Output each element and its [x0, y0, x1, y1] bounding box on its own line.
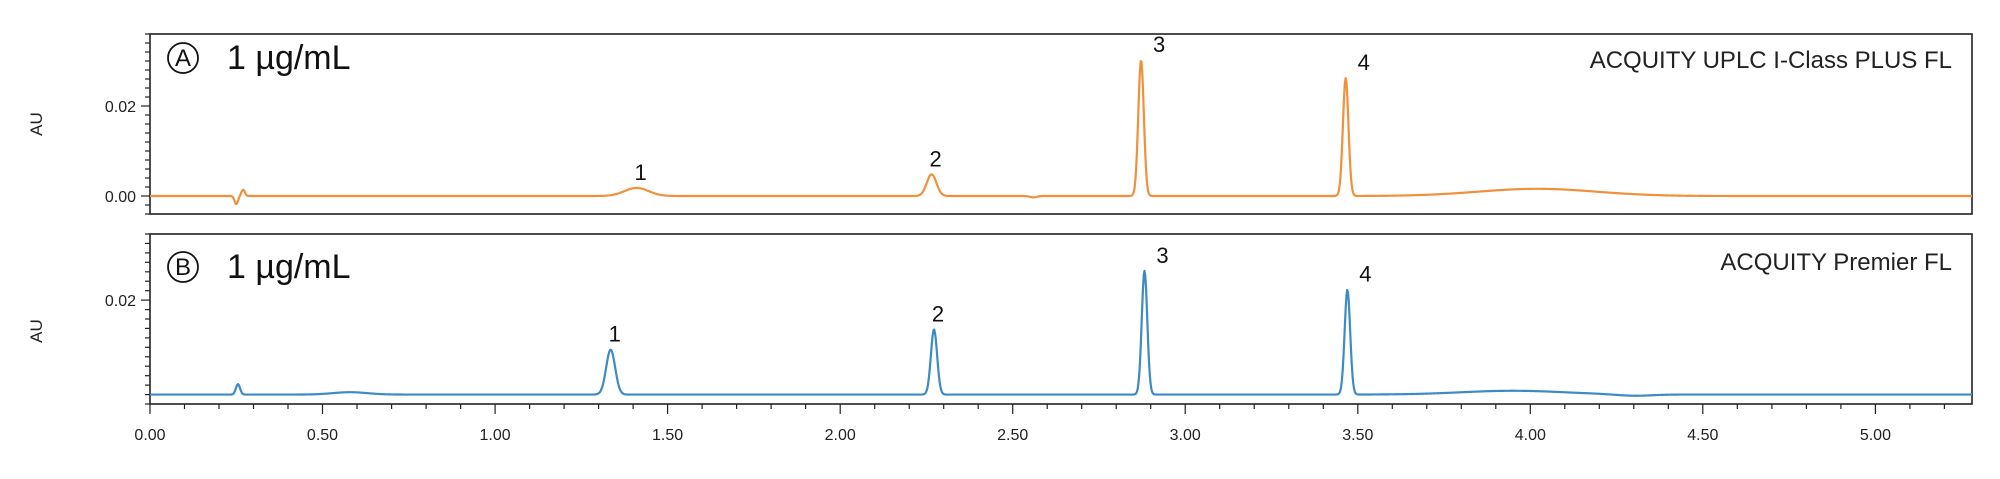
panel-a-concentration: 1 µg/mL: [227, 39, 351, 77]
x-tick-label: 0.50: [307, 427, 338, 444]
panel-b-y-ticks: 0.02: [105, 233, 150, 405]
x-tick-label: 2.00: [825, 427, 856, 444]
x-tick-label: 1.50: [652, 427, 683, 444]
panel-b-peak-label-3: 3: [1156, 243, 1168, 268]
panel-b-letter-badge: B: [167, 251, 199, 283]
panel-b-letter: B: [175, 254, 191, 281]
panel-b-peak-label-4: 4: [1359, 262, 1371, 287]
panel-b-peak-labels: 1 2 3 4: [609, 243, 1372, 347]
panel-a-peak-label-1: 1: [634, 160, 646, 185]
panel-b-peak-label-2: 2: [932, 301, 944, 326]
panel-a-peak-label-2: 2: [929, 146, 941, 171]
panel-a-peak-label-4: 4: [1358, 50, 1370, 75]
panel-a-trace-line: [149, 60, 1973, 206]
panel-b-y-axis-label: AU: [27, 319, 46, 343]
x-axis: 0.00 0.50 1.00 1.50 2.00 2.50 3.00 3.50 4.00 4.50…: [134, 404, 1946, 444]
x-tick-label: 2.50: [997, 427, 1028, 444]
panel-b-letter-circle: [167, 251, 199, 283]
panel-a-letter-circle: [167, 42, 199, 74]
panel-a-instrument-label: ACQUITY UPLC I-Class PLUS FL: [1590, 47, 1952, 74]
x-tick-label: 0.00: [134, 427, 165, 444]
x-tick-label: 4.00: [1515, 427, 1546, 444]
panel-a-y-ticks: 0.00 0.02: [105, 33, 150, 215]
panel-a-peak-label-3: 3: [1153, 32, 1165, 57]
x-tick-label: 1.00: [480, 427, 511, 444]
panel-b-frame: [149, 233, 1973, 405]
panel-a-peak-labels: 1 2 3 4: [634, 32, 1369, 185]
panel-a-y-axis-label: AU: [27, 112, 46, 136]
panel-b-instrument-label: ACQUITY Premier FL: [1720, 249, 1952, 276]
panel-b: 0.02 AU B 1 µg/mL ACQUITY Premier FL 1 2 3…: [27, 233, 1973, 405]
x-tick-label: 3.50: [1342, 427, 1373, 444]
panel-b-y-tick-label: 0.02: [105, 293, 136, 310]
x-tick-label: 3.00: [1170, 427, 1201, 444]
x-tick-label: 5.00: [1860, 427, 1891, 444]
panel-b-concentration: 1 µg/mL: [227, 248, 351, 286]
panel-b-trace-line: [149, 269, 1973, 397]
panel-a-y-tick-label: 0.00: [105, 189, 136, 206]
x-tick-label: 4.50: [1687, 427, 1718, 444]
panel-a-letter-badge: A: [167, 42, 199, 74]
panel-a-letter: A: [175, 45, 191, 72]
panel-a: 0.00 0.02 AU A 1 µg/mL ACQUITY UPLC I-Cla…: [27, 32, 1973, 215]
panel-b-peak-label-1: 1: [609, 322, 621, 347]
panel-a-y-tick-label: 0.02: [105, 99, 136, 116]
